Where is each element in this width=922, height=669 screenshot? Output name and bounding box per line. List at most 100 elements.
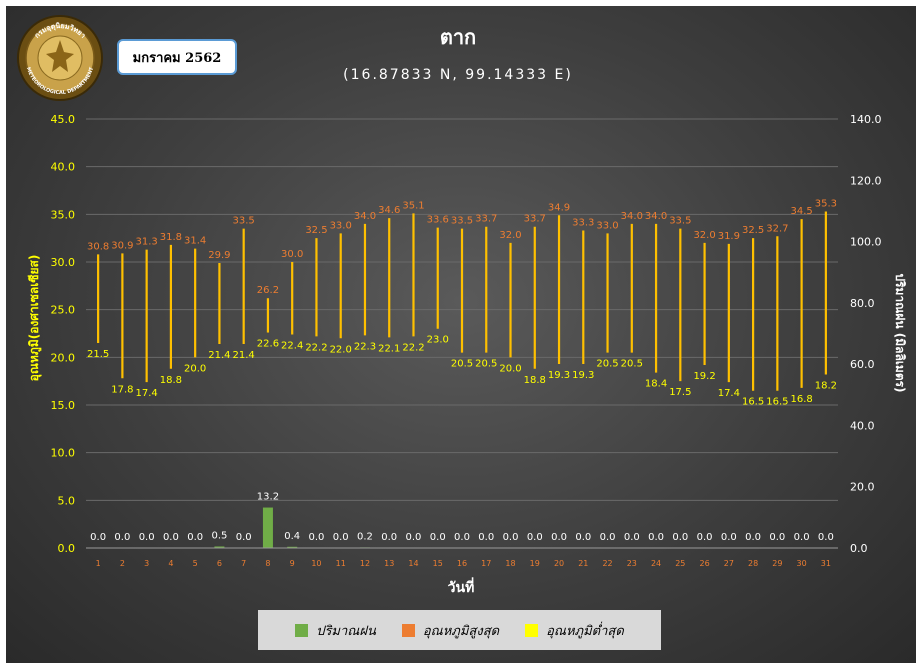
- tmin-value-label: 22.2: [402, 342, 424, 353]
- x-tick-label: 2: [120, 559, 125, 568]
- x-tick-label: 11: [336, 559, 346, 568]
- x-tick-label: 21: [578, 559, 588, 568]
- tmax-value-label: 33.5: [451, 216, 473, 227]
- tmax-value-label: 35.3: [815, 198, 837, 209]
- right-axis-title: ปริมาณฝน (มิลลิเมตร): [893, 273, 907, 392]
- x-tick-label: 12: [360, 559, 370, 568]
- tmin-value-label: 20.5: [596, 359, 618, 370]
- x-tick-label: 9: [290, 559, 295, 568]
- left-tick-label: 5.0: [58, 494, 76, 507]
- rain-value-label: 0.0: [478, 532, 494, 543]
- tmin-value-label: 21.4: [233, 350, 255, 361]
- tmax-value-label: 34.9: [548, 202, 570, 213]
- rain-bar: [262, 507, 273, 548]
- tmin-value-label: 22.4: [281, 340, 303, 351]
- tmin-value-label: 18.8: [524, 375, 546, 386]
- tmax-value-label: 33.0: [596, 220, 618, 231]
- x-tick-label: 26: [699, 559, 709, 568]
- left-axis-title: อุณหภูมิ(องศาเซลเซียส): [27, 255, 42, 382]
- x-tick-label: 16: [457, 559, 467, 568]
- x-tick-label: 5: [193, 559, 198, 568]
- x-tick-label: 30: [797, 559, 807, 568]
- tmax-value-label: 30.9: [111, 240, 133, 251]
- rain-value-label: 0.0: [333, 532, 349, 543]
- rain-value-label: 13.2: [257, 492, 279, 503]
- tmax-value-label: 33.3: [572, 218, 594, 229]
- rain-value-label: 0.0: [90, 532, 106, 543]
- tmax-value-label: 31.8: [160, 232, 182, 243]
- left-tick-label: 10.0: [51, 447, 76, 460]
- temperature-ranges: [97, 211, 827, 391]
- rain-value-label: 0.0: [236, 532, 252, 543]
- tmax-value-label: 30.0: [281, 249, 303, 260]
- right-tick-label: 60.0: [850, 358, 875, 371]
- rain-value-label: 0.0: [139, 532, 155, 543]
- left-tick-label: 15.0: [51, 399, 76, 412]
- legend-entry-tmin: อุณหภูมิต่ำสุด: [525, 620, 624, 641]
- rain-value-label: 0.0: [672, 532, 688, 543]
- left-tick-label: 30.0: [51, 256, 76, 269]
- legend-label-tmin: อุณหภูมิต่ำสุด: [546, 623, 624, 639]
- left-tick-label: 40.0: [51, 161, 76, 174]
- legend-label-tmax: อุณหภูมิสูงสุด: [422, 623, 500, 639]
- x-axis: 1 2 3 4 5 6 7 8 9 10 11 12 13 14 15 16 17 18 19 20 21 22 23 24 2…: [86, 547, 838, 568]
- x-tick-label: 3: [144, 559, 149, 568]
- x-tick-label: 20: [554, 559, 564, 568]
- left-tick-label: 25.0: [51, 304, 76, 317]
- legend-entry-rain: ปริมาณฝน: [295, 620, 376, 641]
- tmd-logo-seal: กรมอุตุนิยมวิทยา METEOROLOGICAL DEPARTME…: [17, 15, 103, 101]
- left-tick-label: 35.0: [51, 208, 76, 221]
- rain-value-label: 0.0: [187, 532, 203, 543]
- rain-value-label: 0.0: [308, 532, 324, 543]
- rain-value-label: 0.0: [624, 532, 640, 543]
- x-tick-label: 31: [821, 559, 831, 568]
- tmax-value-label: 33.7: [475, 214, 497, 225]
- rain-value-label: 0.0: [551, 532, 567, 543]
- tmin-value-label: 19.2: [693, 371, 715, 382]
- rain-value-label: 0.2: [357, 531, 373, 542]
- tmin-value-label: 22.3: [354, 341, 376, 352]
- rain-value-label: 0.0: [745, 532, 761, 543]
- legend-swatch-rain: [295, 623, 309, 637]
- x-tick-label: 14: [408, 559, 418, 568]
- legend-entry-tmax: อุณหภูมิสูงสุด: [401, 620, 500, 641]
- right-tick-label: 0.0: [850, 542, 868, 555]
- tmin-value-label: 21.5: [87, 349, 109, 360]
- rain-value-label: 0.0: [769, 532, 785, 543]
- tmin-value-label: 19.3: [572, 370, 594, 381]
- x-tick-label: 7: [241, 559, 246, 568]
- chart-subtitle: (16.87833 N, 99.14333 E): [343, 67, 573, 83]
- left-axis: 0.0 5.0 10.0 15.0 20.0 25.0 30.0 35.0 40.0 45.0: [51, 113, 76, 555]
- left-tick-label: 45.0: [51, 113, 76, 126]
- rain-value-label: 0.0: [575, 532, 591, 543]
- right-tick-label: 100.0: [850, 236, 882, 249]
- tmax-value-label: 30.8: [87, 241, 109, 252]
- tmin-value-label: 18.8: [160, 375, 182, 386]
- tmin-value-label: 19.3: [548, 370, 570, 381]
- tmin-value-label: 18.4: [645, 379, 667, 390]
- tmin-value-label: 18.2: [815, 380, 837, 391]
- tmax-value-label: 26.2: [257, 285, 279, 296]
- tmin-value-label: 16.8: [790, 394, 812, 405]
- rain-value-label: 0.0: [527, 532, 543, 543]
- tmax-value-label: 32.5: [742, 225, 764, 236]
- tmin-value-label: 17.4: [136, 388, 158, 399]
- rain-value-label: 0.0: [381, 532, 397, 543]
- rain-value-label: 0.0: [697, 532, 713, 543]
- rain-value-label: 0.0: [600, 532, 616, 543]
- chart-legend: ปริมาณฝน อุณหภูมิสูงสุด อุณหภูมิต่ำสุด: [258, 610, 661, 650]
- chart-title: ตาก: [440, 25, 476, 49]
- x-tick-label: 23: [627, 559, 637, 568]
- x-tick-label: 17: [481, 559, 491, 568]
- x-tick-label: 6: [217, 559, 222, 568]
- right-tick-label: 40.0: [850, 419, 875, 432]
- rain-value-label: 0.0: [818, 532, 834, 543]
- month-badge: มกราคม 2562: [117, 39, 237, 75]
- tmin-value-label: 20.5: [475, 359, 497, 370]
- tmin-value-label: 16.5: [766, 397, 788, 408]
- x-tick-label: 10: [311, 559, 321, 568]
- x-tick-label: 29: [772, 559, 782, 568]
- tmin-value-label: 23.0: [427, 335, 449, 346]
- rain-value-label: 0.5: [211, 530, 227, 541]
